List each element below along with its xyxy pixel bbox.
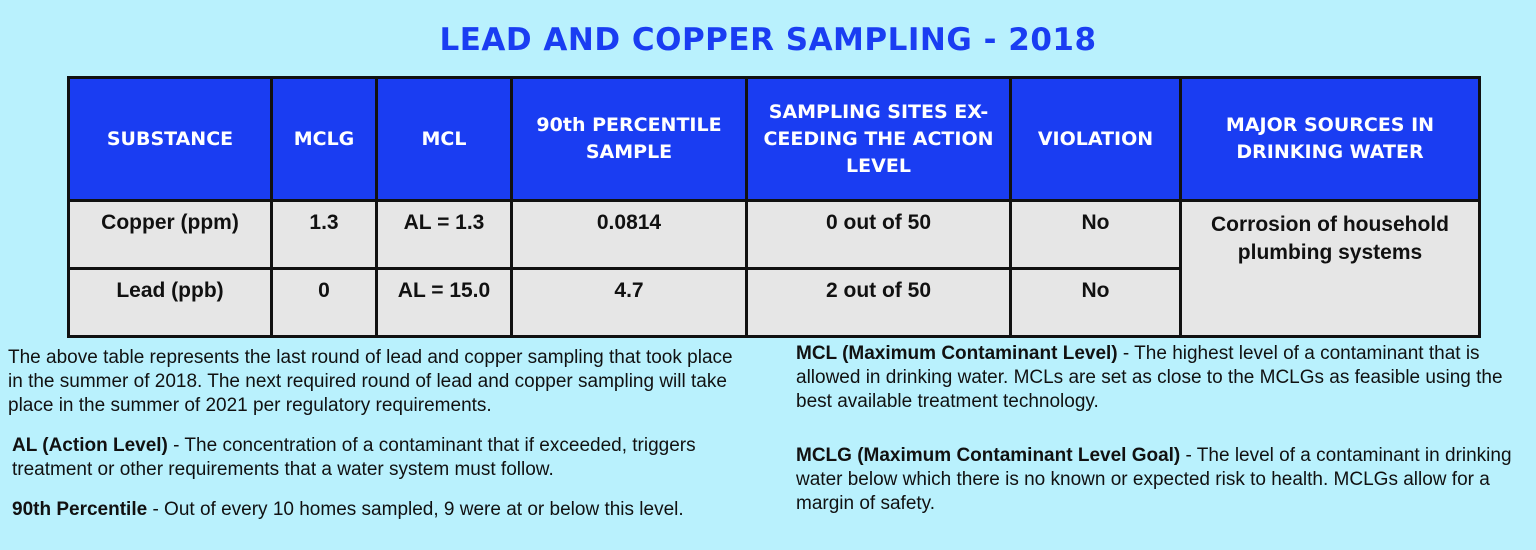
cell-mcl: AL = 15.0: [375, 267, 513, 338]
mclg-text: - The level of a contaminant in drinking…: [796, 445, 1512, 514]
mcl-term: MCL (Maximum Contaminant Level): [796, 343, 1118, 364]
percentile-definition: 90th Percentile - Out of every 10 homes …: [12, 498, 742, 522]
header-90th-percentile: 90th PERCENTILE SAMPLE: [510, 76, 748, 202]
page-title: LEAD AND COPPER SAMPLING - 2018: [439, 22, 1097, 58]
cell-mclg: 1.3: [270, 199, 378, 270]
al-definition: AL (Action Level) - The concentration of…: [12, 434, 742, 482]
cell-90th-percentile: 0.0814: [510, 199, 748, 270]
header-sampling-sites: SAMPLING SITES EX- CEEDING THE ACTION LE…: [745, 76, 1012, 202]
sampling-table: SUBSTANCE MCLG MCL 90th PERCENTILE SAMPL…: [67, 76, 1481, 338]
percentile-term: 90th Percentile: [12, 499, 148, 520]
header-violation: VIOLATION: [1009, 76, 1182, 202]
intro-paragraph: The above table represents the last roun…: [8, 347, 733, 416]
mclg-definition: MCLG (Maximum Contaminant Level Goal) - …: [796, 444, 1516, 516]
header-major-sources: MAJOR SOURCES IN DRINKING WATER: [1179, 76, 1481, 202]
mcl-text: - The highest level of a contaminant tha…: [796, 343, 1503, 412]
table-header-row: SUBSTANCE MCLG MCL 90th PERCENTILE SAMPL…: [67, 76, 1481, 202]
header-substance: SUBSTANCE: [67, 76, 273, 202]
cell-sampling-sites: 0 out of 50: [745, 199, 1012, 270]
percentile-text: - Out of every 10 homes sampled, 9 were …: [147, 499, 684, 520]
header-mclg: MCLG: [270, 76, 378, 202]
cell-mcl: AL = 1.3: [375, 199, 513, 270]
cell-major-sources: Corrosion of household plumbing systems: [1179, 199, 1481, 338]
cell-violation: No: [1009, 199, 1182, 270]
al-term: AL (Action Level): [12, 435, 168, 456]
cell-violation: No: [1009, 267, 1182, 338]
al-text: - The concentration of a contaminant tha…: [12, 435, 696, 480]
table-row-lead: Lead (ppb) 0 AL = 15.0 4.7 2 out of 50 N…: [67, 267, 1480, 338]
table-row-copper: Copper (ppm) 1.3 AL = 1.3 0.0814 0 out o…: [67, 199, 1481, 338]
header-mcl: MCL: [375, 76, 513, 202]
cell-substance: Lead (ppb): [67, 267, 273, 338]
cell-sampling-sites: 2 out of 50: [745, 267, 1012, 338]
mclg-term: MCLG (Maximum Contaminant Level Goal): [796, 445, 1181, 466]
cell-90th-percentile: 4.7: [510, 267, 748, 338]
mcl-definition: MCL (Maximum Contaminant Level) - The hi…: [796, 342, 1516, 414]
cell-mclg: 0: [270, 267, 378, 338]
cell-substance: Copper (ppm): [67, 199, 273, 270]
